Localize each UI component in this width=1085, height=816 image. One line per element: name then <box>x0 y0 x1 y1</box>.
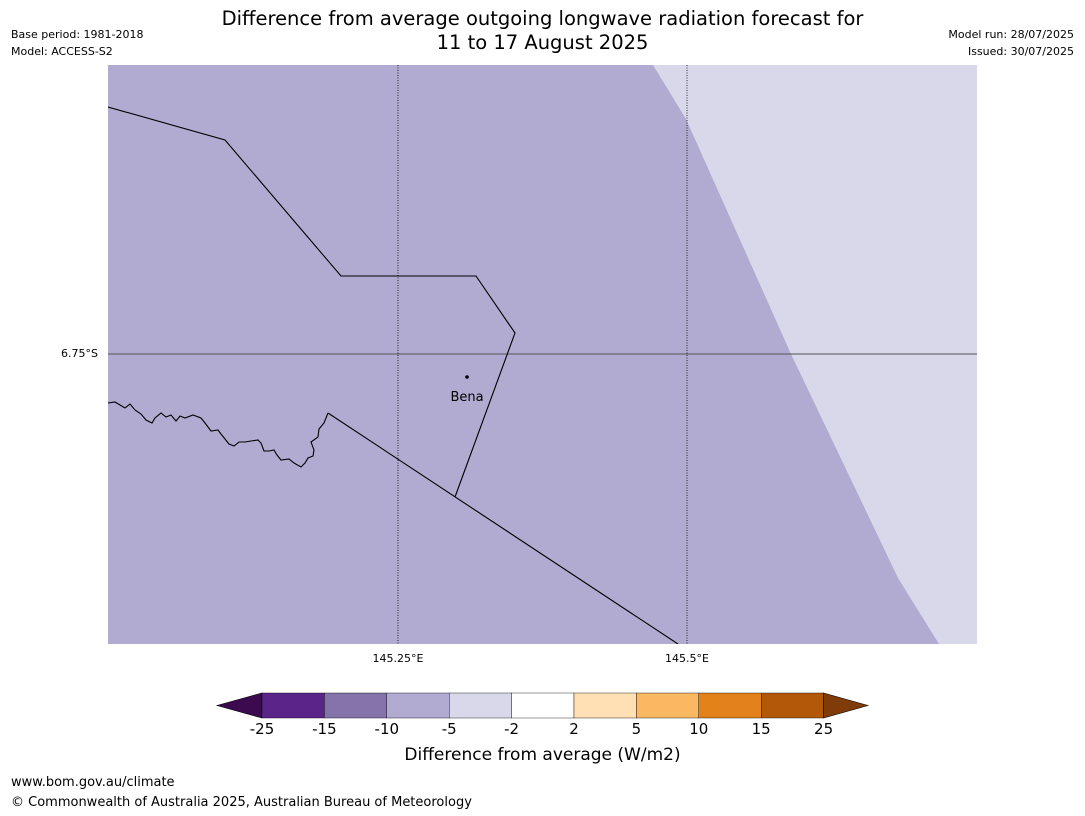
province-boundary-south <box>327 412 679 644</box>
chart-title: Difference from average outgoing longwav… <box>0 7 1085 55</box>
meta-right: Model run: 28/07/2025 Issued: 30/07/2025 <box>948 26 1074 60</box>
province-boundary <box>108 106 516 498</box>
place-label-bena: Bena <box>450 390 483 405</box>
colorbar-segment <box>386 692 450 719</box>
footer-copyright: © Commonwealth of Australia 2025, Austra… <box>11 795 472 810</box>
colorbar-label: Difference from average (W/m2) <box>404 745 681 765</box>
colorbar-segment <box>636 692 700 719</box>
map-panel: Bena <box>108 65 977 644</box>
colorbar-segment <box>698 692 762 719</box>
colorbar-tick-label: -25 <box>249 720 275 738</box>
bena-marker <box>465 375 469 379</box>
colorbar-extend-high <box>823 692 870 719</box>
model-text: Model: ACCESS-S2 <box>11 45 113 58</box>
colorbar-tick-label: -5 <box>441 720 457 738</box>
map-canvas: Bena <box>108 65 977 644</box>
colorbar-segment <box>324 692 387 719</box>
colorbar-segment <box>511 692 575 719</box>
colorbar-tick-label: 10 <box>689 720 709 738</box>
issued-text: Issued: 30/07/2025 <box>967 45 1074 58</box>
map-fill-east <box>653 65 977 644</box>
colorbar-tick-label: -2 <box>504 720 520 738</box>
colorbar-segment <box>449 692 512 719</box>
colorbar-segment <box>573 692 637 719</box>
model-run-text: Model run: 28/07/2025 <box>948 28 1074 41</box>
colorbar-tick-label: 5 <box>631 720 642 738</box>
river-line <box>108 401 329 468</box>
colorbar-tick-label: 2 <box>569 720 579 738</box>
colorbar-tick-label: 15 <box>751 720 771 738</box>
footer-url[interactable]: www.bom.gov.au/climate <box>11 775 175 790</box>
title-line-1: Difference from average outgoing longwav… <box>221 7 864 30</box>
colorbar-tick-label: -10 <box>374 720 400 738</box>
lon-label-1: 145.25°E <box>372 652 424 665</box>
colorbar-segment <box>261 692 325 719</box>
lat-label: 6.75°S <box>61 347 98 360</box>
colorbar-tick-label: -15 <box>312 720 337 738</box>
colorbar-extend-low <box>215 692 263 719</box>
colorbar-tick-label: 25 <box>814 720 834 738</box>
lon-label-2: 145.5°E <box>665 652 709 665</box>
title-line-2: 11 to 17 August 2025 <box>436 31 649 54</box>
meta-left: Base period: 1981-2018 Model: ACCESS-S2 <box>11 26 143 60</box>
colorbar-segment <box>761 692 824 719</box>
base-period-text: Base period: 1981-2018 <box>11 28 144 41</box>
